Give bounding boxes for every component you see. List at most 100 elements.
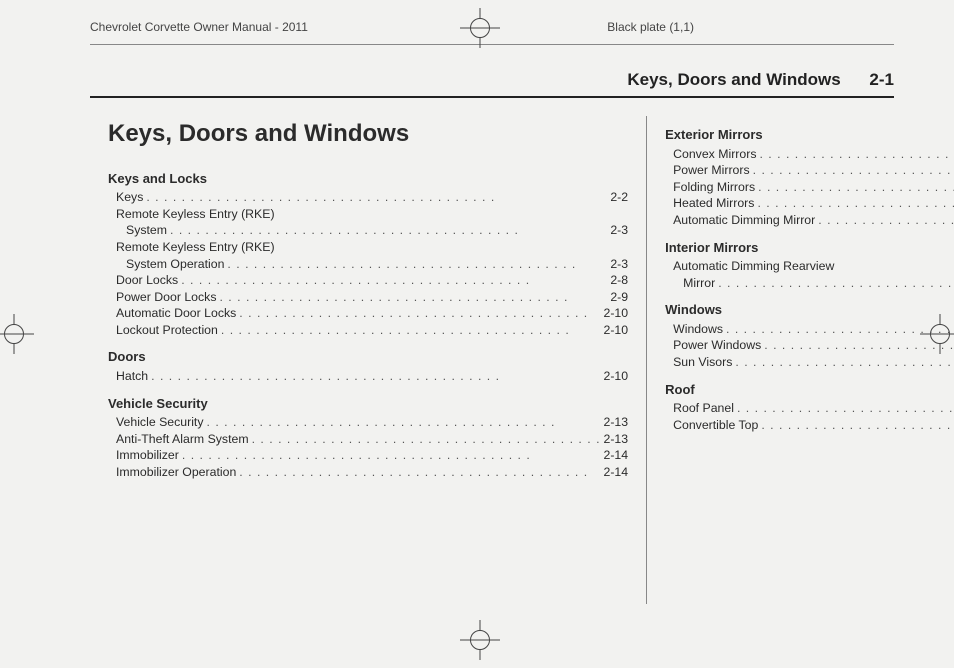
registration-mark-left <box>0 314 34 354</box>
toc-entry-label: Sun Visors <box>673 354 732 371</box>
toc-entry: Convertible Top . . . . . . . . . . . . … <box>665 417 954 434</box>
toc-list: Convex Mirrors . . . . . . . . . . . . .… <box>665 146 954 229</box>
toc-entry-label: Windows <box>673 321 723 338</box>
toc-leader-dots: . . . . . . . . . . . . . . . . . . . . … <box>224 256 610 273</box>
toc-entry: Automatic Door Locks . . . . . . . . . .… <box>108 305 628 322</box>
toc-entry-label: Automatic Door Locks <box>116 305 236 322</box>
toc-entry-label: Vehicle Security <box>116 414 204 431</box>
toc-entry-label: Remote Keyless Entry (RKE) <box>116 207 275 221</box>
toc-leader-dots: . . . . . . . . . . . . . . . . . . . . … <box>734 400 954 417</box>
toc-entry-label: Hatch <box>116 368 148 385</box>
toc-entry-page: 2-10 <box>603 305 628 322</box>
toc-section-heading: Doors <box>108 348 628 366</box>
toc-entry: Windows . . . . . . . . . . . . . . . . … <box>665 321 954 338</box>
toc-list: Hatch . . . . . . . . . . . . . . . . . … <box>108 368 628 385</box>
toc-entry-page: 2-14 <box>603 464 628 481</box>
toc-section-heading: Roof <box>665 381 954 399</box>
toc-entry: Heated Mirrors . . . . . . . . . . . . .… <box>665 195 954 212</box>
toc-list: Automatic Dimming Rearview Mirror . . . .… <box>665 258 954 291</box>
toc-entry: Power Windows . . . . . . . . . . . . . … <box>665 337 954 354</box>
toc-leader-dots: . . . . . . . . . . . . . . . . . . . . … <box>148 368 603 385</box>
toc-leader-dots: . . . . . . . . . . . . . . . . . . . . … <box>143 189 610 206</box>
toc-leader-dots: . . . . . . . . . . . . . . . . . . . . … <box>178 272 610 289</box>
toc-entry-page: 2-10 <box>603 368 628 385</box>
toc-entry-label: System <box>126 222 167 239</box>
toc-entry-page: 2-3 <box>610 222 628 239</box>
toc-leader-dots: . . . . . . . . . . . . . . . . . . . . … <box>236 464 603 481</box>
toc-leader-dots: . . . . . . . . . . . . . . . . . . . . … <box>218 322 604 339</box>
toc-entry: Convex Mirrors . . . . . . . . . . . . .… <box>665 146 954 163</box>
column-2: Exterior Mirrors Convex Mirrors . . . . .… <box>646 116 954 604</box>
toc-entry-page: 2-9 <box>610 289 628 306</box>
toc-entry: Door Locks . . . . . . . . . . . . . . .… <box>108 272 628 289</box>
toc-entry: Remote Keyless Entry (RKE) <box>108 206 628 223</box>
toc-leader-dots: . . . . . . . . . . . . . . . . . . . . … <box>715 275 954 292</box>
toc-entry-label: Anti-Theft Alarm System <box>116 431 249 448</box>
toc-entry-page: 2-3 <box>610 256 628 273</box>
toc-entry: Automatic Dimming Mirror . . . . . . . .… <box>665 212 954 229</box>
manual-title: Chevrolet Corvette Owner Manual - 2011 <box>90 20 308 34</box>
toc-entry-label: Door Locks <box>116 272 178 289</box>
toc-list: Vehicle Security . . . . . . . . . . . .… <box>108 414 628 480</box>
toc-entry: Immobilizer . . . . . . . . . . . . . . … <box>108 447 628 464</box>
registration-mark-bottom <box>460 620 500 660</box>
toc-leader-dots: . . . . . . . . . . . . . . . . . . . . … <box>236 305 603 322</box>
toc-entry: Remote Keyless Entry (RKE) <box>108 239 628 256</box>
toc-entry: Folding Mirrors . . . . . . . . . . . . … <box>665 179 954 196</box>
toc-entry-page: 2-13 <box>603 414 628 431</box>
toc-entry-label: Convertible Top <box>673 417 758 434</box>
toc-entry-label: Mirror <box>683 275 715 292</box>
toc-entry-label: Immobilizer <box>116 447 179 464</box>
page-body: Keys, Doors and Windows 2-1 Keys, Doors … <box>90 70 894 608</box>
toc-entry-label: Power Windows <box>673 337 761 354</box>
toc-columns: Keys, Doors and Windows Keys and LocksKe… <box>90 116 894 604</box>
toc-entry-label: Immobilizer Operation <box>116 464 236 481</box>
toc-entry-page: 2-14 <box>603 447 628 464</box>
toc-entry-page: 2-10 <box>603 322 628 339</box>
toc-leader-dots: . . . . . . . . . . . . . . . . . . . . … <box>723 321 954 338</box>
toc-entry-label: Folding Mirrors <box>673 179 755 196</box>
running-head: Keys, Doors and Windows 2-1 <box>90 70 894 98</box>
toc-entry: Vehicle Security . . . . . . . . . . . .… <box>108 414 628 431</box>
running-head-page: 2-1 <box>869 70 894 89</box>
toc-entry-label: Heated Mirrors <box>673 195 754 212</box>
toc-leader-dots: . . . . . . . . . . . . . . . . . . . . … <box>754 195 954 212</box>
toc-section-heading: Exterior Mirrors <box>665 126 954 144</box>
plate-info: Black plate (1,1) <box>607 20 694 34</box>
toc-section-heading: Vehicle Security <box>108 395 628 413</box>
toc-entry-label: Keys <box>116 189 143 206</box>
toc-entry-page: 2-13 <box>603 431 628 448</box>
toc-list: Windows . . . . . . . . . . . . . . . . … <box>665 321 954 371</box>
toc-entry-label: Lockout Protection <box>116 322 218 339</box>
toc-list: Roof Panel . . . . . . . . . . . . . . .… <box>665 400 954 433</box>
toc-entry: Lockout Protection . . . . . . . . . . .… <box>108 322 628 339</box>
toc-entry-page: 2-2 <box>610 189 628 206</box>
toc-entry: Automatic Dimming Rearview <box>665 258 954 275</box>
toc-leader-dots: . . . . . . . . . . . . . . . . . . . . … <box>249 431 604 448</box>
toc-entry: Immobilizer Operation . . . . . . . . . … <box>108 464 628 481</box>
toc-section-heading: Keys and Locks <box>108 170 628 188</box>
toc-entry-label: Automatic Dimming Mirror <box>673 212 815 229</box>
toc-section-heading: Interior Mirrors <box>665 239 954 257</box>
toc-leader-dots: . . . . . . . . . . . . . . . . . . . . … <box>179 447 604 464</box>
toc-entry: Power Mirrors . . . . . . . . . . . . . … <box>665 162 954 179</box>
toc-entry-label: Roof Panel <box>673 400 734 417</box>
column-1: Keys, Doors and Windows Keys and LocksKe… <box>90 116 646 604</box>
toc-section-heading: Windows <box>665 301 954 319</box>
toc-leader-dots: . . . . . . . . . . . . . . . . . . . . … <box>216 289 610 306</box>
toc-leader-dots: . . . . . . . . . . . . . . . . . . . . … <box>167 222 610 239</box>
toc-list: Keys . . . . . . . . . . . . . . . . . .… <box>108 189 628 338</box>
toc-entry: System . . . . . . . . . . . . . . . . .… <box>108 222 628 239</box>
toc-leader-dots: . . . . . . . . . . . . . . . . . . . . … <box>755 179 954 196</box>
toc-entry: Power Door Locks . . . . . . . . . . . .… <box>108 289 628 306</box>
toc-entry-page: 2-8 <box>610 272 628 289</box>
toc-leader-dots: . . . . . . . . . . . . . . . . . . . . … <box>815 212 954 229</box>
toc-entry: Keys . . . . . . . . . . . . . . . . . .… <box>108 189 628 206</box>
toc-leader-dots: . . . . . . . . . . . . . . . . . . . . … <box>758 417 954 434</box>
toc-entry: Hatch . . . . . . . . . . . . . . . . . … <box>108 368 628 385</box>
chapter-title: Keys, Doors and Windows <box>108 120 628 148</box>
toc-entry-label: System Operation <box>126 256 224 273</box>
toc-entry-label: Automatic Dimming Rearview <box>673 259 834 273</box>
toc-entry-label: Convex Mirrors <box>673 146 756 163</box>
toc-entry-label: Power Mirrors <box>673 162 750 179</box>
